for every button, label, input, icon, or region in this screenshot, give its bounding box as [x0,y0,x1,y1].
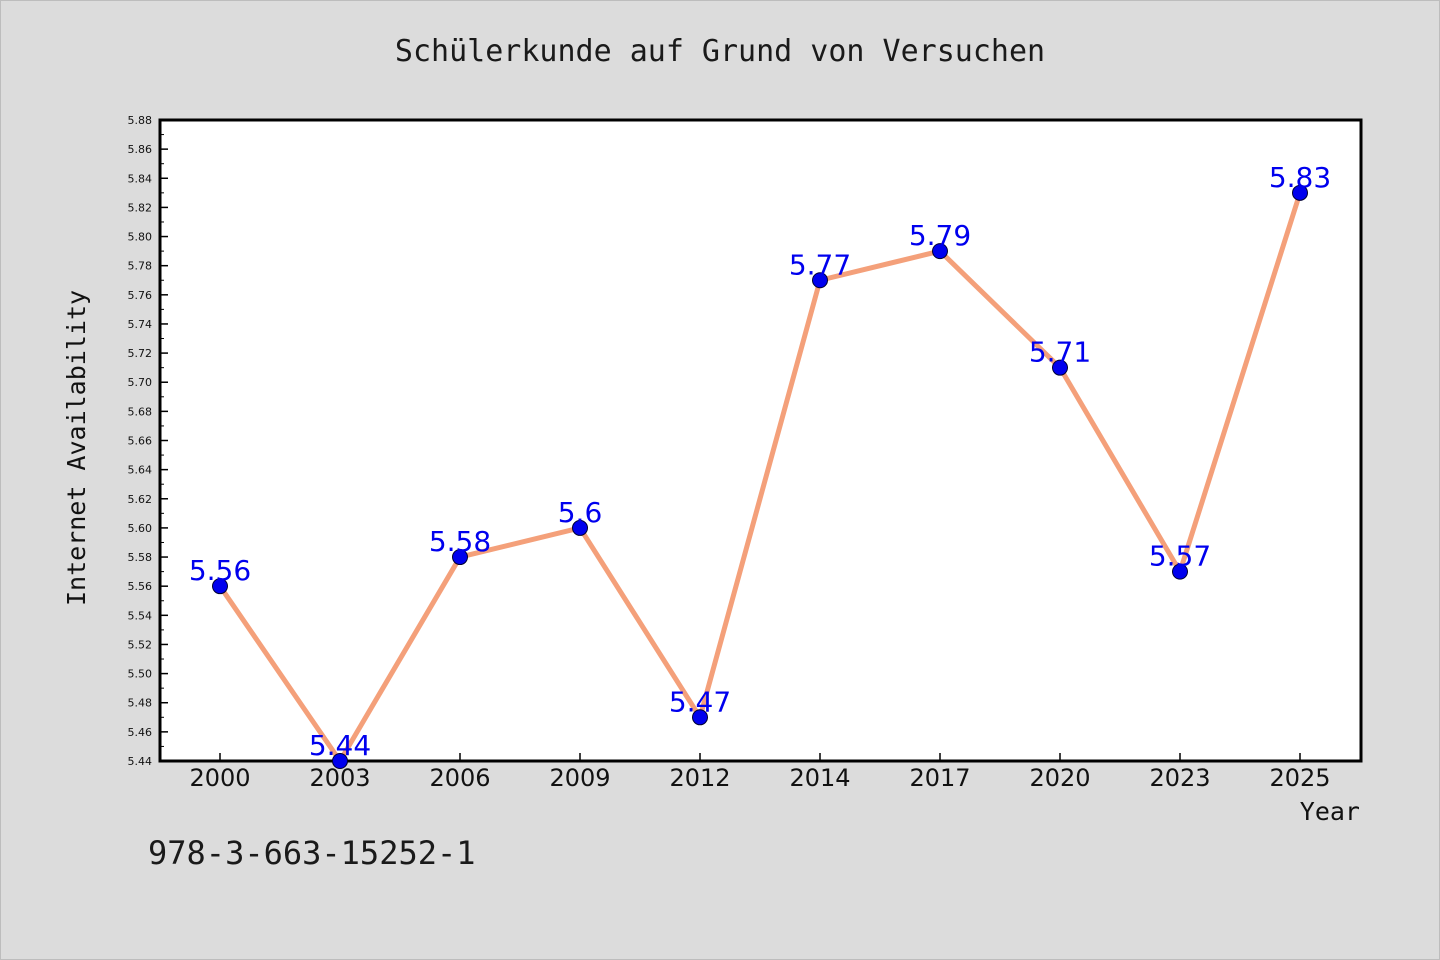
data-point [452,549,468,566]
x-tick-label: 2006 [429,764,490,792]
y-tick-label: 5.88 [128,114,153,127]
data-label: 5.56 [189,554,251,587]
y-tick-label: 5.76 [128,289,153,302]
y-tick-label: 5.78 [128,260,153,273]
plot-area [158,118,1363,763]
data-point [332,753,348,769]
y-tick-label: 5.80 [128,231,153,244]
x-tick-label: 2000 [189,764,250,792]
x-tick-label: 2009 [549,764,610,792]
y-tick-label: 5.70 [128,376,153,389]
data-point [1052,359,1068,376]
y-tick-label: 5.84 [128,172,153,185]
x-axis: 2000 2003 2006 2009 2012 2014 2017 2020 2023 2025 [189,753,1331,792]
x-tick-label: 2012 [669,764,730,792]
data-label: 5.47 [669,685,731,718]
y-tick-label: 5.56 [128,580,153,593]
data-labels: 5.56 5.44 5.58 5.6 5.47 5.77 5.79 5.71 5.57 5.83 [189,161,1331,762]
footer-code: 978-3-663-15252-1 [148,834,476,872]
x-tick-label: 2017 [909,764,970,792]
data-point [1292,184,1308,201]
data-label: 5.77 [789,248,851,281]
y-tick-label: 5.66 [128,435,153,448]
data-point [692,709,708,726]
y-tick-label: 5.52 [128,638,153,651]
chart-title: Schülerkunde auf Grund von Versuchen [394,34,1046,69]
y-tick-label: 5.64 [128,464,153,477]
y-tick-label: 5.82 [128,201,153,214]
data-point [812,272,828,289]
y-axis: 5.44 5.46 5.48 5.50 5.52 5.54 5.56 5.58 5.60 5.62… [128,114,168,768]
x-tick-label: 2023 [1149,764,1210,792]
data-label: 5.58 [429,525,491,558]
data-label: 5.79 [909,219,971,252]
y-tick-label: 5.72 [128,347,153,360]
y-tick-label: 5.48 [128,697,153,710]
y-axis-title: Internet Availability [62,290,91,606]
x-axis-title: Year [1300,797,1360,826]
y-tick-label: 5.50 [128,668,153,681]
y-tick-label: 5.68 [128,405,153,418]
data-label: 5.44 [309,729,371,762]
y-tick-label: 5.74 [128,318,153,331]
y-tick-label: 5.46 [128,726,153,739]
data-point [212,578,228,595]
x-tick-label: 2014 [789,764,850,792]
data-label: 5.71 [1029,336,1091,369]
x-tick-label: 2020 [1029,764,1090,792]
y-tick-label: 5.86 [128,143,153,156]
data-label: 5.57 [1149,540,1211,573]
data-point [932,243,948,260]
data-point [572,519,588,536]
data-label: 5.6 [558,496,603,529]
data-label: 5.83 [1269,161,1331,194]
x-tick-label: 2025 [1269,764,1330,792]
series-line [217,192,1303,764]
y-tick-label: 5.58 [128,551,153,564]
y-tick-label: 5.44 [128,755,153,768]
y-tick-label: 5.60 [128,522,153,535]
y-tick-label: 5.54 [128,609,153,622]
series-markers [212,184,1308,769]
data-point [1172,563,1188,580]
y-tick-label: 5.62 [128,493,153,506]
